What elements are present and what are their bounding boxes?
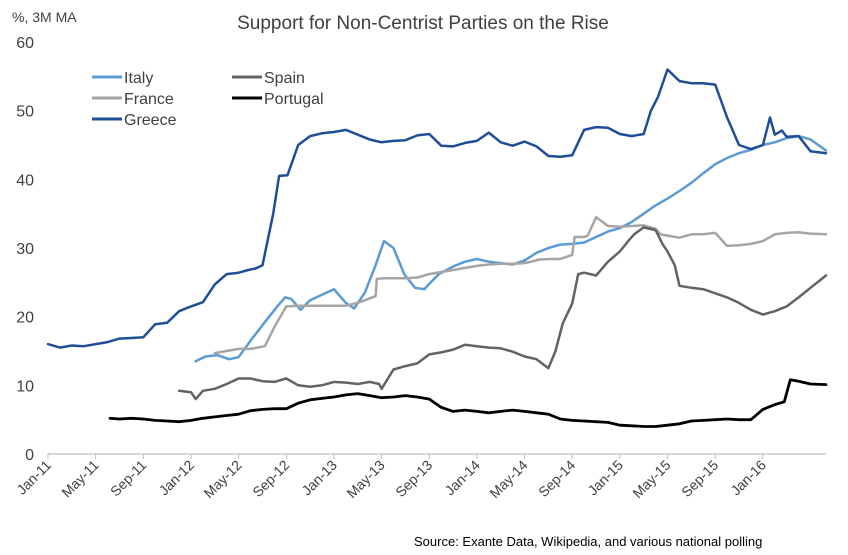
legend-label: Portugal [264,91,324,108]
legend-label: Greece [124,112,177,129]
series-lines [46,68,828,428]
legend: Italy France Greece Spain Portugal [92,70,324,129]
y-tick-label: 20 [16,310,34,327]
legend-label: France [124,91,174,108]
x-tick-label: Jan-13 [298,457,340,499]
x-tick-label: Jan-12 [156,457,198,499]
unit-label: %, 3M MA [12,9,77,25]
legend-label: Spain [264,70,305,87]
source-note: Source: Exante Data, Wikipedia, and vari… [414,534,762,549]
y-tick-label: 40 [16,172,34,189]
x-tick-label: May-14 [486,457,530,501]
x-tick-label: Sep-13 [392,457,435,500]
y-tick-label: 10 [16,378,34,395]
legend-label: Italy [124,70,153,87]
y-tick-label: 30 [16,241,34,258]
x-tick-label: Sep-11 [107,457,150,500]
x-tick-label: Sep-12 [249,457,292,500]
x-tick-label: May-15 [629,457,673,501]
y-axis-ticks: 0 10 20 30 40 50 60 [16,35,34,464]
x-tick-label: May-11 [58,457,102,501]
x-tick-label: Sep-14 [535,457,578,500]
x-axis-ticks: Jan-11 May-11 Sep-11 Jan-12 May-12 Sep-12 Jan-… [13,454,769,501]
series-line-portugal [108,378,828,428]
x-tick-label: May-13 [343,457,387,501]
chart-title: Support for Non-Centrist Parties on the … [237,13,609,34]
y-tick-label: 50 [16,104,34,121]
x-tick-label: Jan-14 [441,457,483,499]
series-line-greece [46,68,828,349]
x-tick-label: May-12 [200,457,244,501]
y-tick-label: 60 [16,35,34,52]
series-line-italy [194,134,828,363]
y-tick-label: 0 [25,447,34,464]
series-line-france [213,215,828,355]
x-tick-label: Jan-15 [584,457,626,499]
x-tick-label: Sep-15 [678,457,721,500]
series-line-spain [177,226,828,401]
x-tick-label: Jan-16 [727,457,769,499]
